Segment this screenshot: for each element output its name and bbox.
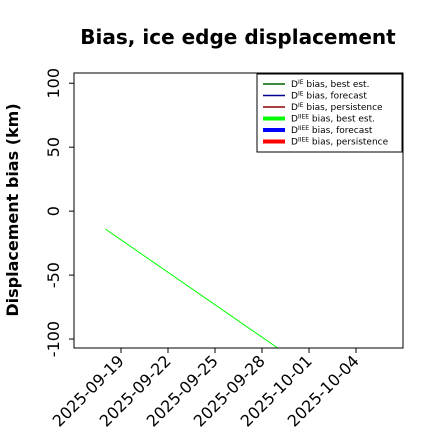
y-axis-label: Displacement bias (km) [3, 103, 22, 316]
legend-entry: DIIEE bias, best est. [291, 114, 375, 125]
legend-entry: DIE bias, forecast [291, 91, 367, 102]
chart-title: Bias, ice edge displacement [80, 25, 396, 49]
legend-entry-prefix: D [291, 115, 298, 125]
legend-entry: DIE bias, best est. [291, 79, 369, 90]
legend-entry-suffix: bias, persistence [304, 103, 384, 113]
legend-entry-superscript: IIEE [298, 114, 309, 121]
legend-entry-suffix: bias, best est. [304, 80, 370, 90]
legend-entry-prefix: D [291, 138, 298, 148]
y-tick-label: 50 [44, 137, 63, 157]
legend-entry-suffix: bias, best est. [309, 115, 375, 125]
legend-entry: DIE bias, persistence [291, 102, 383, 113]
x-axis: 2025-09-192025-09-222025-09-252025-09-28… [49, 348, 363, 431]
y-tick-label: -100 [44, 321, 63, 357]
plot-frame [73, 72, 404, 349]
legend-entry: DIIEE bias, persistence [291, 137, 389, 148]
legend-box [256, 73, 403, 153]
y-tick-label: -50 [44, 262, 63, 288]
legend-entry-superscript: IIEE [298, 137, 309, 144]
y-axis: -100 -50 0 50 100 [44, 68, 74, 357]
legend-entry-prefix: D [291, 80, 298, 90]
legend-entry: DIIEE bias, forecast [291, 125, 373, 136]
y-tick-label: 100 [44, 68, 63, 99]
plot-area [73, 72, 404, 349]
y-tick-label: 0 [44, 206, 63, 216]
legend-entry-suffix: bias, persistence [309, 138, 389, 148]
legend-entry-superscript: IE [298, 91, 304, 98]
legend: DIE bias, best est.DIE bias, forecastDIE… [256, 73, 403, 153]
legend-entry-prefix: D [291, 92, 298, 102]
legend-entry-superscript: IE [298, 102, 304, 109]
legend-entry-suffix: bias, forecast [304, 92, 368, 102]
legend-entry-superscript: IIEE [298, 125, 309, 132]
legend-entry-prefix: D [291, 103, 298, 113]
legend-entry-suffix: bias, forecast [309, 126, 373, 136]
series-line [105, 228, 278, 348]
legend-entry-prefix: D [291, 126, 298, 136]
legend-entry-superscript: IE [298, 79, 304, 86]
